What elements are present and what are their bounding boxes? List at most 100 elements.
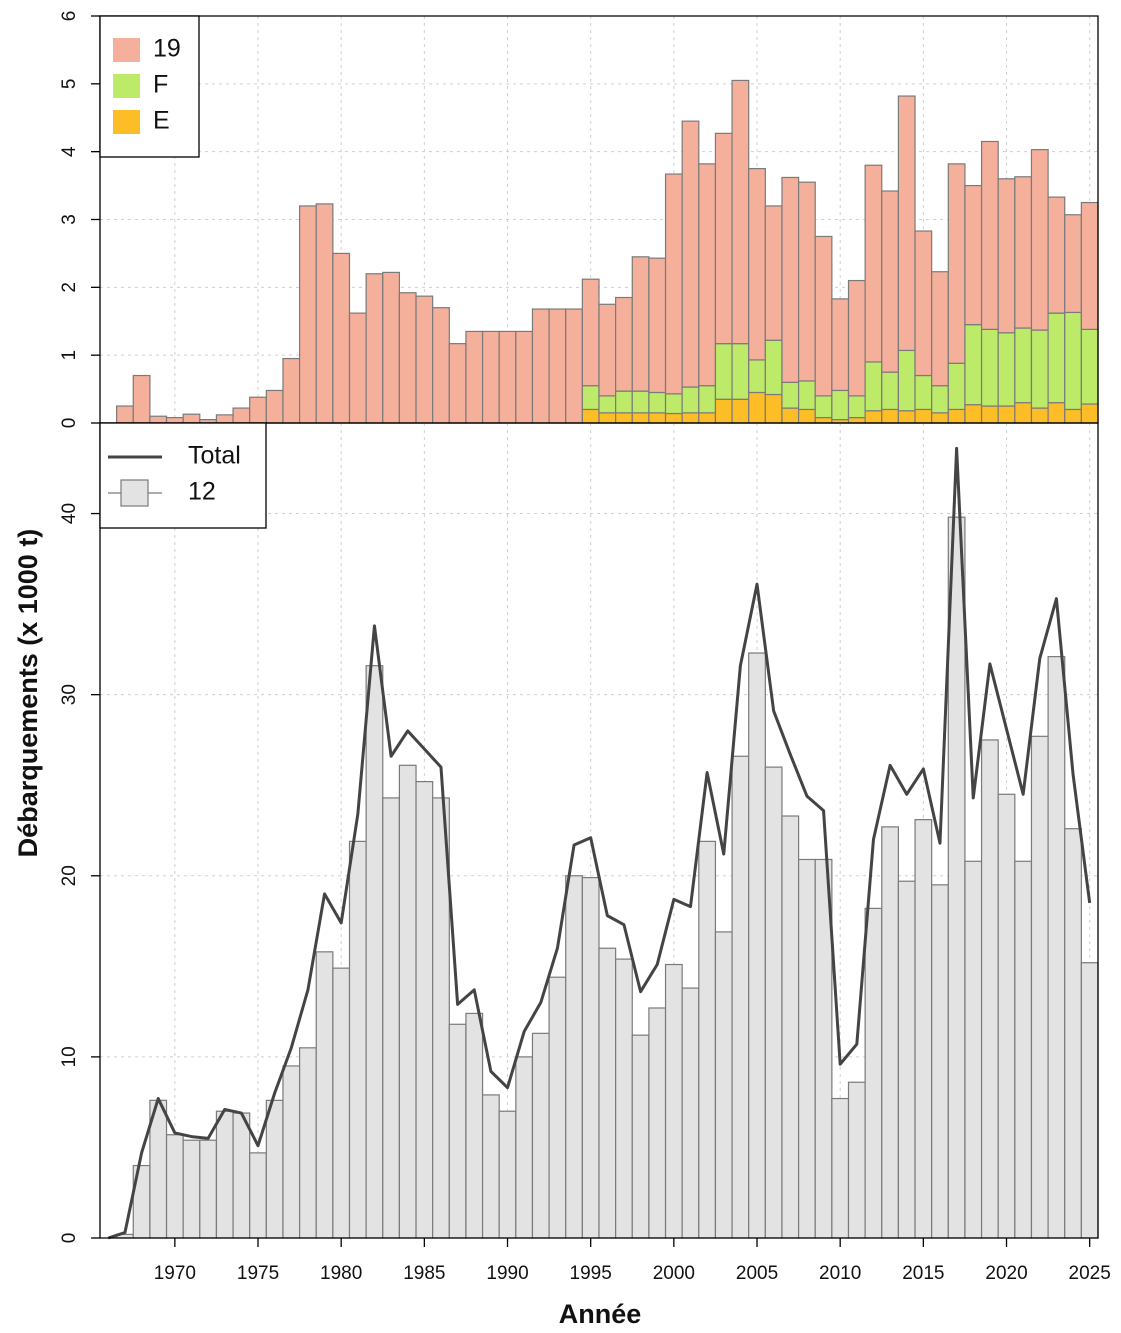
legend-swatch <box>113 74 140 98</box>
bar <box>781 815 800 1239</box>
bar <box>581 278 600 387</box>
bar <box>365 273 384 424</box>
bar <box>881 826 899 1239</box>
bar <box>698 385 717 414</box>
y-tick-label: 2 <box>59 282 80 293</box>
bar <box>814 416 833 424</box>
bar <box>149 415 168 424</box>
legend-swatch <box>113 38 140 62</box>
bar <box>1014 402 1033 424</box>
bar <box>1014 176 1033 329</box>
bar <box>864 164 883 363</box>
bar <box>615 390 633 414</box>
bar <box>931 271 949 387</box>
bar <box>299 205 317 424</box>
bar <box>698 163 717 387</box>
bar <box>980 405 999 424</box>
bar <box>831 1097 850 1239</box>
bar <box>1064 214 1082 314</box>
y-tick-label: 0 <box>59 418 80 429</box>
bar <box>748 652 766 1239</box>
bar <box>1064 408 1082 424</box>
bar <box>897 95 916 352</box>
bar <box>348 840 367 1239</box>
bar <box>332 967 351 1239</box>
x-tick-label: 1980 <box>320 1263 362 1284</box>
bar <box>232 407 251 424</box>
legend-box <box>99 422 267 529</box>
bar <box>797 408 816 424</box>
bar <box>847 1081 866 1239</box>
bar <box>199 1139 218 1239</box>
x-tick-label: 1990 <box>486 1263 528 1284</box>
bar <box>764 766 783 1239</box>
bar <box>531 1032 550 1239</box>
bar <box>1030 329 1049 409</box>
bar <box>498 1110 517 1239</box>
bar <box>116 405 134 424</box>
bar <box>847 395 866 419</box>
bar <box>847 279 866 397</box>
bar <box>382 271 400 424</box>
bar <box>897 880 916 1239</box>
bar <box>265 389 284 424</box>
bar <box>914 230 933 377</box>
bar <box>997 405 1016 424</box>
bar <box>548 308 567 424</box>
bar <box>748 391 766 424</box>
x-tick-label: 1975 <box>237 1263 279 1284</box>
bar <box>714 931 733 1239</box>
bar <box>615 958 633 1239</box>
bar <box>1030 149 1049 331</box>
bar <box>864 410 883 424</box>
bar <box>731 79 750 345</box>
bar <box>282 357 301 424</box>
bar <box>814 235 833 397</box>
y-tick-label: 3 <box>59 214 80 225</box>
legend-label: 12 <box>188 478 216 506</box>
bar <box>1064 828 1082 1239</box>
bar <box>964 324 983 406</box>
bar <box>182 413 201 424</box>
bar <box>1080 962 1099 1239</box>
bar <box>565 875 583 1239</box>
y-tick-label: 10 <box>59 1046 80 1067</box>
bar <box>947 516 966 1239</box>
y-tick-label: 0 <box>59 1233 80 1244</box>
bar <box>265 1099 284 1239</box>
legend-swatch <box>120 479 149 507</box>
x-tick-label: 2005 <box>736 1263 778 1284</box>
line <box>107 446 1092 1240</box>
bar <box>299 1047 317 1239</box>
y-tick-label: 5 <box>59 79 80 90</box>
bar <box>931 385 949 414</box>
x-tick-label: 2000 <box>653 1263 695 1284</box>
bar <box>1047 656 1066 1239</box>
bar <box>814 395 833 419</box>
bar <box>698 840 717 1239</box>
bar <box>731 343 750 400</box>
y-tick-label: 1 <box>59 350 80 361</box>
bar <box>681 987 700 1239</box>
bar <box>764 339 783 396</box>
x-axis-title: Année <box>559 1299 642 1329</box>
bar <box>432 307 450 424</box>
bar <box>914 819 933 1239</box>
bar <box>997 332 1016 407</box>
bar <box>232 1112 251 1239</box>
bar <box>332 252 351 424</box>
bar <box>947 163 966 364</box>
bar <box>398 292 417 424</box>
bar <box>581 876 600 1239</box>
bar <box>182 1139 201 1239</box>
x-tick-label: 2010 <box>819 1263 861 1284</box>
bar <box>465 1012 484 1239</box>
bar <box>764 205 783 341</box>
bar <box>1047 402 1066 424</box>
bar <box>548 976 567 1239</box>
bar <box>498 330 517 424</box>
bar <box>714 398 733 424</box>
bar <box>931 412 949 424</box>
bar <box>748 168 766 361</box>
